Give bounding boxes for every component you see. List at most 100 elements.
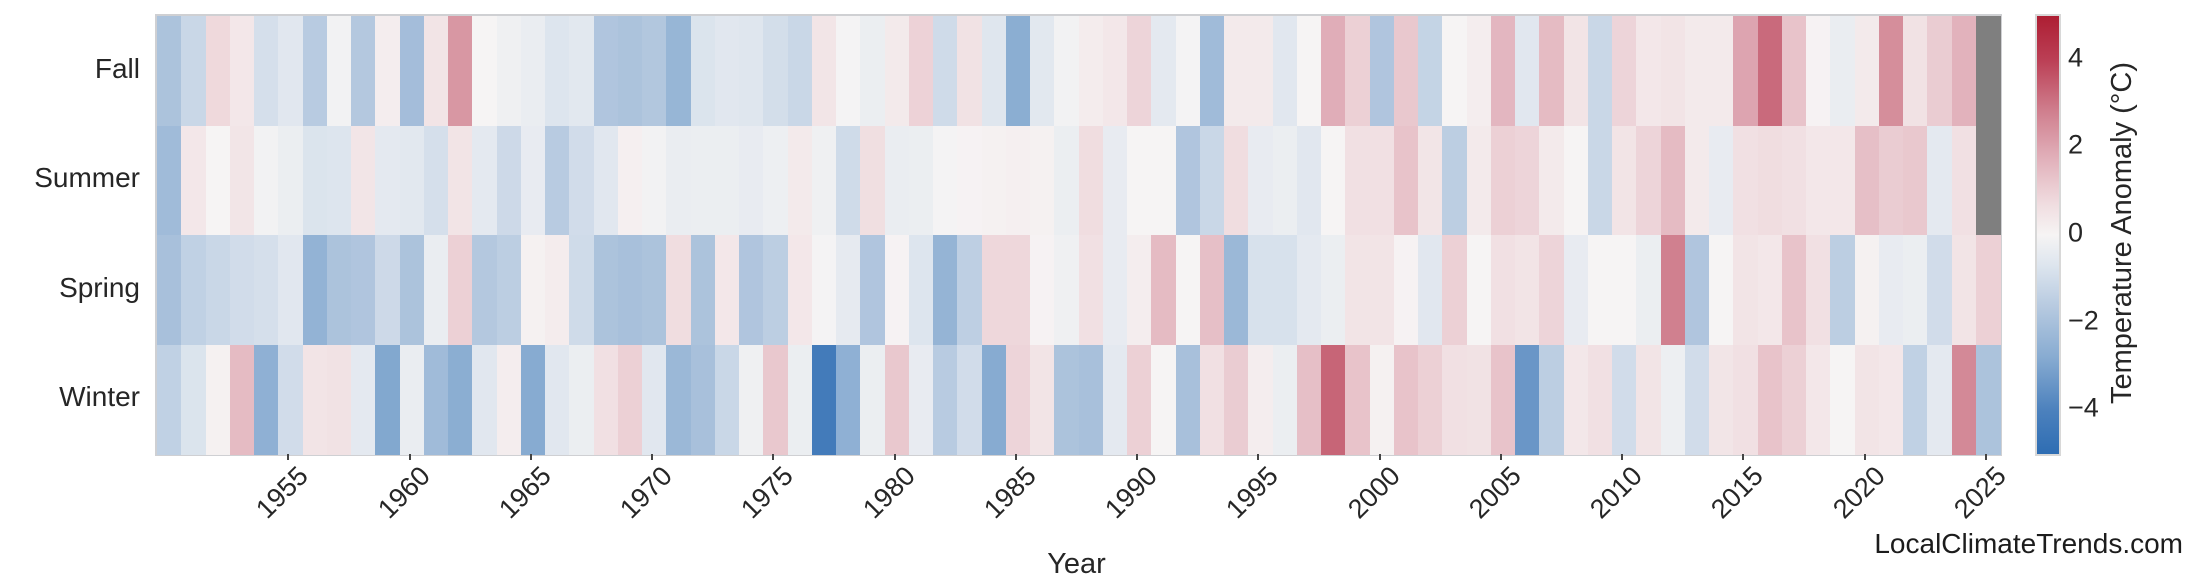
- heatmap-cell: [1345, 16, 1371, 127]
- heatmap-cell: [1587, 344, 1613, 455]
- heatmap-cell: [157, 344, 182, 455]
- heatmap-cell: [666, 125, 692, 236]
- heatmap-cell: [957, 16, 983, 127]
- y-tick-label-fall: Fall: [94, 52, 140, 84]
- heatmap-cell: [520, 344, 546, 455]
- heatmap-cell: [1733, 125, 1759, 236]
- heatmap-cell: [205, 16, 231, 127]
- heatmap-cell: [642, 125, 667, 236]
- x-tick-mark: [287, 454, 290, 460]
- x-tick-label-2020: 2020: [1826, 460, 1891, 525]
- heatmap-cell: [1127, 235, 1152, 346]
- heatmap-cell: [884, 125, 910, 236]
- heatmap-cell: [254, 235, 279, 346]
- heatmap-cell: [1587, 125, 1613, 236]
- heatmap-cell: [1854, 344, 1880, 455]
- heatmap-cell: [1248, 125, 1274, 236]
- heatmap-cell: [1660, 344, 1686, 455]
- x-tick-mark: [772, 454, 775, 460]
- heatmap-cell: [1175, 125, 1201, 236]
- heatmap-cell: [1175, 235, 1201, 346]
- heatmap-cell: [690, 235, 716, 346]
- heatmap-cell: [1418, 344, 1443, 455]
- heatmap-cell: [1005, 125, 1031, 236]
- heatmap-cell: [642, 235, 667, 346]
- heatmap-cell: [1054, 235, 1080, 346]
- heatmap-cell: [1709, 16, 1734, 127]
- heatmap-cell: [1975, 125, 2001, 236]
- heatmap-cell: [205, 125, 231, 236]
- heatmap-cell: [423, 16, 449, 127]
- heatmap-cell: [593, 16, 619, 127]
- heatmap-cell: [860, 125, 886, 236]
- heatmap-cell: [1490, 125, 1516, 236]
- heatmap-cell: [1199, 344, 1225, 455]
- heatmap-cell: [326, 16, 352, 127]
- heatmap-cell: [593, 344, 619, 455]
- heatmap-cell: [1830, 344, 1856, 455]
- colorbar-tick-label: 2: [2068, 129, 2084, 160]
- heatmap-cell: [836, 235, 861, 346]
- x-tick-mark: [408, 454, 411, 460]
- x-tick-mark: [1014, 454, 1017, 460]
- heatmap-cell: [351, 16, 376, 127]
- heatmap-cell: [1466, 125, 1492, 236]
- x-axis-title: Year: [1047, 548, 1106, 580]
- heatmap-cell: [1151, 16, 1177, 127]
- heatmap-cell: [1199, 125, 1225, 236]
- heatmap-cell: [302, 235, 328, 346]
- heatmap-cell: [617, 235, 643, 346]
- heatmap-cell: [205, 344, 231, 455]
- heatmap-cell: [787, 235, 813, 346]
- heatmap-cell: [1369, 16, 1395, 127]
- heatmap-cell: [1515, 235, 1540, 346]
- heatmap-cell: [1248, 344, 1274, 455]
- heatmap-cell: [1975, 235, 2001, 346]
- x-tick-label-1980: 1980: [856, 460, 921, 525]
- x-tick-label-1990: 1990: [1099, 460, 1163, 525]
- heatmap-cell: [229, 16, 255, 127]
- heatmap-cell: [1684, 344, 1710, 455]
- heatmap-cell: [229, 344, 255, 455]
- heatmap-cell: [1709, 235, 1734, 346]
- heatmap-cell: [181, 125, 207, 236]
- heatmap-cell: [1030, 235, 1055, 346]
- x-tick-label-2005: 2005: [1462, 460, 1527, 525]
- heatmap-cell: [908, 125, 934, 236]
- heatmap-cell: [1927, 235, 1953, 346]
- x-tick-mark: [1499, 454, 1502, 460]
- heatmap-cell: [448, 235, 473, 346]
- heatmap-cell: [1078, 16, 1104, 127]
- colorbar-tick-label: −2: [2068, 305, 2099, 336]
- heatmap-cell: [981, 235, 1007, 346]
- heatmap-cell: [545, 344, 570, 455]
- heatmap-cell: [1272, 125, 1298, 236]
- x-tick-label-2010: 2010: [1584, 460, 1648, 525]
- x-tick-label-1965: 1965: [492, 460, 557, 525]
- heatmap-cell: [448, 16, 473, 127]
- x-tick-mark: [1863, 454, 1866, 460]
- heatmap-cell: [1757, 344, 1783, 455]
- heatmap-cell: [1539, 16, 1565, 127]
- heatmap-cell: [1563, 235, 1589, 346]
- heatmap-cell: [933, 235, 958, 346]
- heatmap-cell: [181, 344, 207, 455]
- heatmap-cell: [1660, 235, 1686, 346]
- heatmap-cell: [787, 125, 813, 236]
- heatmap-cell: [1757, 125, 1783, 236]
- heatmap-cell: [1854, 235, 1880, 346]
- heatmap-cell: [448, 344, 473, 455]
- x-tick-label-1975: 1975: [735, 460, 800, 525]
- heatmap-cell: [496, 235, 522, 346]
- heatmap-cell: [520, 125, 546, 236]
- heatmap-cell: [1127, 344, 1152, 455]
- heatmap-cell: [1709, 125, 1734, 236]
- x-tick-mark: [529, 454, 532, 460]
- heatmap-cell: [1733, 235, 1759, 346]
- heatmap-cell: [1466, 344, 1492, 455]
- heatmap-cell: [1781, 235, 1807, 346]
- heatmap-cell: [545, 125, 570, 236]
- heatmap-cell: [278, 235, 304, 346]
- heatmap-cell: [860, 235, 886, 346]
- heatmap-cell: [811, 16, 837, 127]
